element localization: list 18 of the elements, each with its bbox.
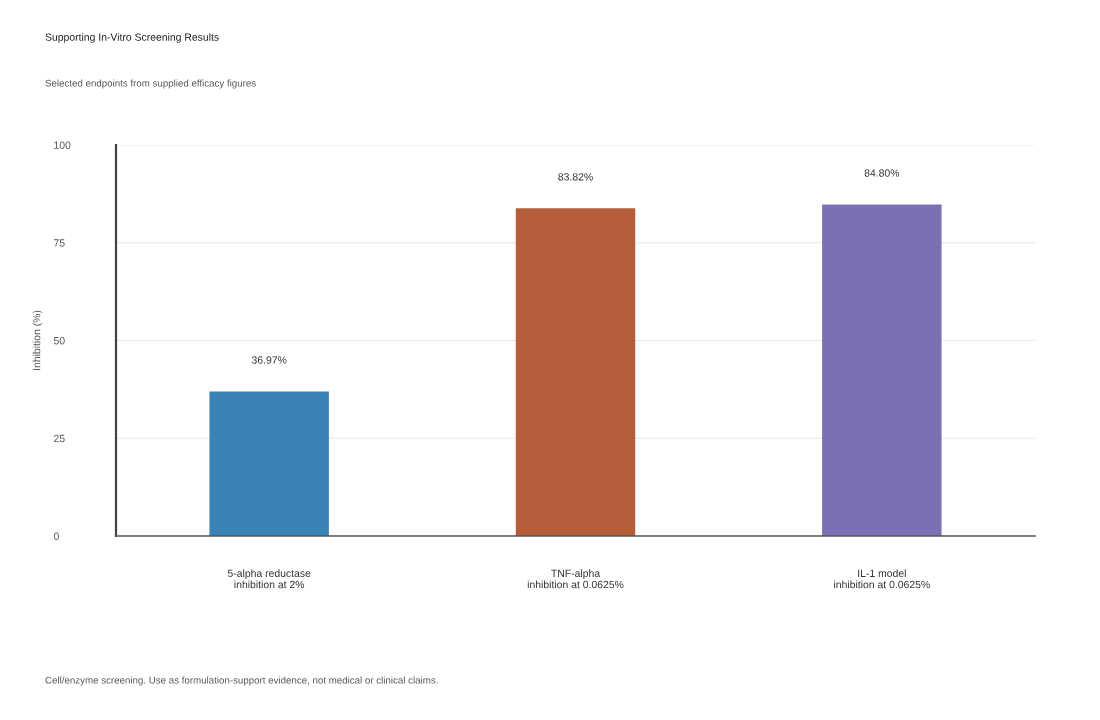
data-label: 83.82%	[558, 173, 593, 181]
bar	[822, 204, 942, 536]
y-axis-title: Inhibition (%)	[32, 310, 43, 370]
y-tick-label: 25	[54, 434, 65, 443]
x-tick-label: IL-1 model inhibition at 0.0625%	[834, 569, 930, 589]
chart-title: Supporting In-Vitro Screening Results	[45, 33, 219, 43]
y-tick-label: 50	[53, 337, 65, 345]
y-tick-label: 75	[54, 239, 65, 247]
text: Cell/enzyme screening. Use as formulation-support evidence, not medical or clinical claims.	[45, 676, 438, 686]
data-label: 84.80%	[864, 169, 900, 177]
y-tick-label: 0	[53, 532, 59, 540]
chart-subtitle: Selected endpoints from supplied efficacy figures	[45, 79, 256, 89]
x-tick-label: TNF-alpha inhibition at 0.0625%	[527, 569, 624, 589]
y-tick-label: 100	[54, 141, 71, 149]
x-tick-label: 5-alpha reductase inhibition at 2%	[227, 569, 311, 589]
data-label: 36.97%	[251, 356, 287, 364]
bar	[209, 391, 329, 536]
bar	[515, 208, 636, 536]
